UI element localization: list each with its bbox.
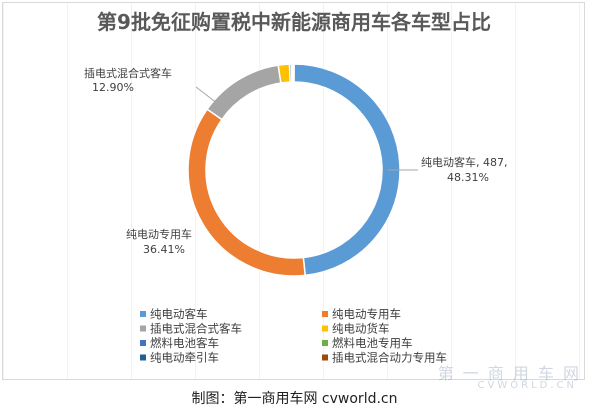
- legend-label-2: 插电式混合式客车: [150, 322, 242, 336]
- legend-swatch-2: [140, 325, 146, 332]
- donut-slice-3: [277, 63, 292, 84]
- donut-slice-7: [292, 63, 295, 83]
- data-labels: 插电式混合式客车 12.90% 纯电动客车, 487, 48.31% 纯电动专用…: [84, 66, 508, 256]
- watermark: 第 一 商 用 车 网: [437, 364, 581, 383]
- data-label-phev-bus-pct: 12.90%: [92, 81, 134, 94]
- data-label-passenger-ev-name: 纯电动客车, 487,: [421, 155, 508, 169]
- legend-label-0: 纯电动客车: [150, 307, 208, 321]
- legend-label-7: 插电式混合动力专用车: [332, 351, 447, 365]
- data-label-special-ev-name: 纯电动专用车: [126, 227, 192, 241]
- donut-slice-2: [206, 64, 282, 121]
- chart-title: 第9批免征购置税中新能源商用车各车型占比: [97, 10, 491, 34]
- legend-swatch-0: [140, 311, 146, 317]
- legend-label-1: 纯电动专用车: [332, 307, 401, 321]
- data-label-special-ev-pct: 36.41%: [143, 243, 185, 256]
- legend-label-4: 燃料电池客车: [150, 336, 219, 350]
- donut-slices: [187, 63, 401, 277]
- donut-slice-1: [187, 108, 307, 277]
- legend-label-3: 纯电动货车: [332, 322, 390, 336]
- legend-label-5: 燃料电池专用车: [332, 336, 413, 350]
- legend-swatch-6: [140, 354, 146, 361]
- leader-line-phev-bus: [195, 86, 227, 111]
- watermark-sub: CVWORLD.CN: [477, 380, 577, 391]
- legend-label-6: 纯电动牵引车: [150, 351, 219, 365]
- legend-swatch-3: [322, 325, 328, 332]
- donut-slice-0: [293, 63, 401, 277]
- legend-swatch-7: [322, 354, 328, 361]
- legend-swatch-1: [322, 311, 328, 317]
- chart-credit: 制图：第一商用车网 cvworld.cn: [191, 391, 398, 407]
- data-label-phev-bus-name: 插电式混合式客车: [84, 66, 172, 80]
- legend-swatch-4: [140, 340, 146, 346]
- data-label-passenger-ev-pct: 48.31%: [447, 171, 489, 184]
- legend-swatch-5: [322, 340, 328, 346]
